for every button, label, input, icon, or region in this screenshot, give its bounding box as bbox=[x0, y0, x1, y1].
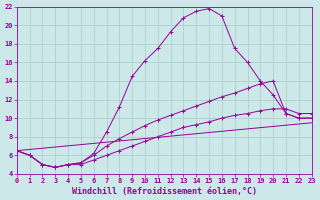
X-axis label: Windchill (Refroidissement éolien,°C): Windchill (Refroidissement éolien,°C) bbox=[72, 187, 257, 196]
